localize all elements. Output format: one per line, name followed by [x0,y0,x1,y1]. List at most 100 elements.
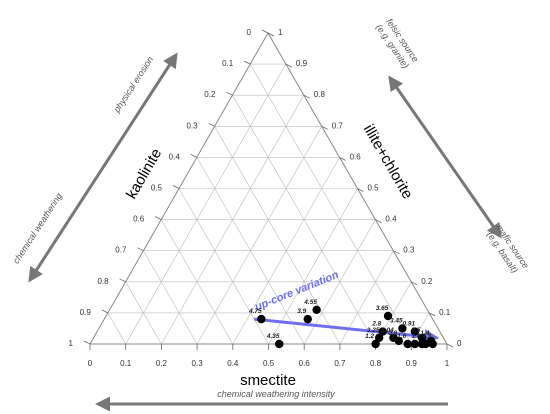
data-point-label: 1.6 [397,333,406,340]
tick-mark-kaolinite [119,278,126,283]
grid-line-kaolinite [249,63,412,345]
tick-mark-illite [357,188,364,192]
tick-label-kaolinite: 0 [247,28,252,37]
data-point [312,305,321,314]
tick-mark-illite [285,63,293,68]
trend-arrow [254,317,440,345]
data-point [398,324,407,333]
tick-label-smectite: 0.4 [227,359,239,368]
tick-label-smectite: 0.7 [334,359,346,368]
data-point [275,339,284,349]
grid-line-kaolinite [125,281,162,345]
tick-label-illite: 0.9 [296,59,308,68]
data-point-label: 1.4 [420,330,429,337]
data-point [374,333,384,342]
tick-mark-kaolinite [226,91,233,96]
grid-line-smectite [411,312,430,345]
trend-label: up-core variation [253,269,340,314]
grid-line-kaolinite [143,250,198,345]
tick-label-illite: 0.2 [421,277,433,286]
data-point-label: 3.65 [376,305,389,312]
data-point [383,311,393,321]
data-point-label: 2.3 [421,333,431,340]
data-point-label: 4.75 [248,308,262,315]
tick-mark-kaolinite [244,60,251,65]
tick-label-illite: 0.7 [332,121,344,130]
data-point [394,336,403,346]
tick-mark-kaolinite [208,122,215,127]
data-point-label: 2.5 [410,327,420,334]
data-point [257,314,266,324]
data-point [410,327,420,336]
tick-label-smectite: 0 [88,359,93,368]
tick-label-kaolinite: 0.9 [80,308,92,317]
data-point-label: 0.91 [403,321,416,328]
tick-label-kaolinite: 0.8 [97,277,109,286]
tick-mark-illite [339,157,346,161]
data-point-label: 1.2 [365,333,374,340]
data-point [428,339,437,349]
tick-label-kaolinite: 0.4 [169,152,181,161]
tick-label-smectite: 0.9 [406,359,418,368]
data-point-label: 4.55 [303,299,317,306]
tick-label-kaolinite: 0.5 [151,184,163,193]
tick-label-illite: 1 [278,28,283,37]
data-point [378,327,387,336]
tick-mark-illite [321,125,328,130]
tick-label-smectite: 1 [445,359,450,368]
tick-mark-illite [428,312,436,317]
tick-mark-kaolinite [101,309,108,314]
tick-mark-illite [375,219,382,223]
grid-line-smectite [268,188,358,345]
tick-label-smectite: 0.3 [192,359,204,368]
axis-label-kaolinite: kaolinite [123,146,165,202]
tick-mark-kaolinite [172,185,180,189]
data-point [417,333,427,342]
tick-mark-illite [303,94,310,99]
tick-label-illite: 0.5 [368,184,380,193]
tick-label-illite: 0.1 [439,308,451,317]
tick-label-kaolinite: 0.6 [133,215,145,224]
tick-label-kaolinite: 1 [69,339,74,348]
tick-mark-kaolinite [155,216,162,220]
tick-mark-kaolinite [261,29,269,34]
data-point-label: 2.8 [371,321,381,328]
grid-line-kaolinite [178,188,269,345]
axis-label-smectite: smectite [240,372,296,389]
arrow-source-right [388,75,502,239]
tick-label-illite: 0.8 [314,90,326,99]
note-physical-erosion: physical erosion [111,55,155,115]
data-point-label: 4.35 [266,333,280,340]
data-point [371,339,380,349]
tick-mark-kaolinite [190,154,197,158]
data-point-label: 3.04 [381,327,394,334]
data-point-label: 3.25 [367,327,380,334]
data-point-label: 3.9 [297,308,306,315]
tick-label-illite: 0 [457,339,462,348]
grid-line-smectite [303,219,376,345]
data-point-label: 1.8 [411,333,420,340]
data-point [410,339,420,349]
tick-label-smectite: 0.1 [120,359,132,368]
tick-mark-illite [267,32,275,37]
grid-line-smectite [125,63,287,345]
tick-mark-illite [411,281,418,286]
tick-label-kaolinite: 0.3 [186,121,198,130]
data-point-label: 0.8 [388,330,397,337]
data-point [303,314,312,324]
data-point-label: 3.45 [390,317,403,324]
tick-label-kaolinite: 0.1 [222,59,234,68]
note-weathering-intensity: chemical weathering intensity [217,389,335,399]
data-point [403,339,412,349]
data-point [421,339,430,349]
tick-label-illite: 0.6 [350,152,362,161]
tick-mark-illite [393,250,400,255]
tick-label-kaolinite: 0.2 [204,90,216,99]
grid-line-smectite [196,126,322,345]
tick-label-smectite: 0.6 [299,359,311,368]
grid-line-kaolinite [107,312,126,345]
arrow-weathering-left [28,52,178,283]
grid-line-kaolinite [214,126,341,345]
tick-mark-illite [446,343,454,348]
